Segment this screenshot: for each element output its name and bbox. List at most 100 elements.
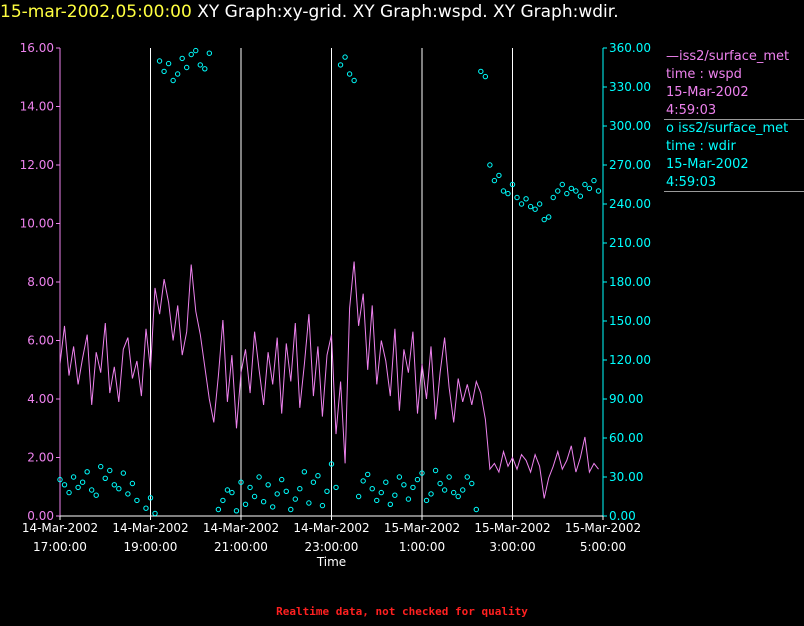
- series-wdir-point-84: [446, 474, 452, 480]
- series-wdir-point-64: [355, 493, 362, 500]
- series-wdir-point-91: [478, 68, 484, 75]
- series-wdir-point-108: [555, 188, 561, 194]
- x-tick-date-5: 15-Mar-2002: [474, 521, 550, 535]
- series-wdir-point-107: [550, 194, 556, 201]
- series-wdir-point-54: [310, 479, 317, 485]
- series-wdir-point-115: [586, 185, 593, 192]
- series-wdir-point-30: [197, 62, 203, 68]
- legend-wdir-var: time : wdir: [666, 139, 736, 154]
- x-tick-time-3: 23:00:00: [305, 540, 359, 554]
- right-tick-label-4: 120.00: [609, 353, 651, 367]
- right-tick-label-10: 300.00: [609, 119, 651, 133]
- series-wdir-point-45: [269, 504, 276, 510]
- series-wdir-point-79: [423, 497, 430, 504]
- legend-wspd: —iss2/surface_met time : wspd 15-Mar-200…: [666, 48, 789, 120]
- series-wdir-point-19: [147, 495, 154, 501]
- right-tick-label-8: 240.00: [609, 197, 651, 211]
- series-wdir-point-26: [179, 55, 185, 62]
- series-wdir-point-109: [559, 181, 565, 188]
- series-wdir-point-63: [351, 77, 357, 84]
- series-wdir-point-49: [288, 506, 294, 513]
- right-tick-label-0: 0.00: [609, 509, 636, 523]
- series-wdir-point-23: [165, 60, 172, 67]
- series-wdir-point-36: [229, 489, 235, 496]
- series-wdir-point-4: [75, 484, 81, 491]
- series-wdir-point-60: [337, 62, 344, 68]
- series-wdir-point-57: [324, 488, 330, 494]
- right-tick-label-1: 30.00: [609, 470, 643, 484]
- series-wdir-point-61: [342, 54, 348, 60]
- series-wdir-point-74: [401, 482, 407, 488]
- series-wdir-point-18: [143, 505, 149, 511]
- legend-wdir-time: 4:59:03: [666, 175, 717, 190]
- series-wdir-point-100: [518, 201, 525, 207]
- legend-wspd-date: 15-Mar-2002: [666, 85, 749, 100]
- series-wdir-point-33: [215, 506, 222, 513]
- series-wdir-point-83: [441, 487, 448, 493]
- series-wdir-point-35: [224, 487, 231, 493]
- series-wdir-point-93: [487, 162, 493, 168]
- series-wdir-point-29: [193, 47, 199, 54]
- series-wdir-point-55: [315, 473, 321, 479]
- series-wdir-point-71: [387, 501, 394, 507]
- quality-note: Realtime data, not checked for quality: [276, 605, 528, 618]
- title-timestamp: 15-mar-2002,05:00:00: [0, 2, 192, 22]
- series-wdir-point-103: [532, 206, 538, 212]
- right-tick-label-7: 210.00: [609, 236, 651, 250]
- series-wdir-point-44: [265, 482, 271, 488]
- series-wdir-point-42: [256, 474, 262, 480]
- series-wdir-point-20: [152, 510, 158, 517]
- series-wdir-point-31: [202, 66, 208, 72]
- series-wdir-point-58: [328, 461, 335, 467]
- series-wdir-point-114: [582, 181, 588, 188]
- series-wdir-point-25: [174, 71, 181, 77]
- series-wdir-point-2: [66, 489, 72, 496]
- series-wdir-point-12: [111, 482, 118, 488]
- series-wdir-point-6: [84, 469, 90, 475]
- x-axis-label: Time: [316, 555, 346, 569]
- series-wdir-point-113: [577, 193, 584, 199]
- series-wdir-point-92: [482, 73, 489, 80]
- series-wdir-point-65: [360, 478, 366, 484]
- left-tick-label-5: 10.00: [20, 217, 54, 231]
- series-wdir-point-14: [120, 470, 127, 476]
- series-wdir-point-48: [283, 488, 289, 494]
- legend-wspd-line-symbol: —: [666, 49, 679, 64]
- left-tick-label-0: 0.00: [27, 509, 54, 523]
- x-tick-time-6: 5:00:00: [580, 540, 626, 554]
- right-tick-label-2: 60.00: [609, 431, 643, 445]
- x-tick-date-4: 15-Mar-2002: [384, 521, 460, 535]
- series-wdir-point-101: [523, 196, 529, 202]
- series-wdir-point-76: [410, 484, 416, 491]
- series-wdir-point-53: [306, 500, 312, 506]
- series-wdir-point-10: [102, 475, 108, 481]
- series-wdir-point-51: [297, 486, 303, 492]
- series-wdir-point-52: [301, 469, 308, 475]
- series-wdir-point-99: [514, 194, 520, 201]
- series-wdir-point-38: [238, 479, 244, 485]
- left-tick-label-8: 16.00: [20, 41, 54, 55]
- series-wdir-point-37: [233, 508, 240, 514]
- x-tick-date-1: 14-Mar-2002: [112, 521, 188, 535]
- series-wdir-point-50: [292, 496, 298, 502]
- legend-wdir-date: 15-Mar-2002: [666, 157, 749, 172]
- x-tick-time-0: 17:00:00: [33, 540, 87, 554]
- right-tick-label-3: 90.00: [609, 392, 643, 406]
- x-tick-date-2: 14-Mar-2002: [203, 521, 279, 535]
- series-wdir-point-1: [61, 482, 68, 488]
- series-wdir-point-11: [107, 467, 113, 474]
- left-tick-label-1: 2.00: [27, 451, 54, 465]
- legend-divider-2: [664, 191, 804, 192]
- series-wdir-point-80: [428, 491, 434, 497]
- series-wdir-point-111: [568, 185, 575, 192]
- x-tick-date-6: 15-Mar-2002: [565, 521, 641, 535]
- series-wdir-point-17: [134, 497, 140, 504]
- series-wdir-point-41: [251, 493, 258, 500]
- series-wdir-point-110: [564, 190, 570, 197]
- series-wdir-point-89: [469, 480, 475, 487]
- x-tick-date-0: 14-Mar-2002: [22, 521, 98, 535]
- series-wdir-point-81: [432, 467, 439, 474]
- series-wdir-point-87: [460, 487, 466, 493]
- series-wdir-point-88: [464, 474, 470, 480]
